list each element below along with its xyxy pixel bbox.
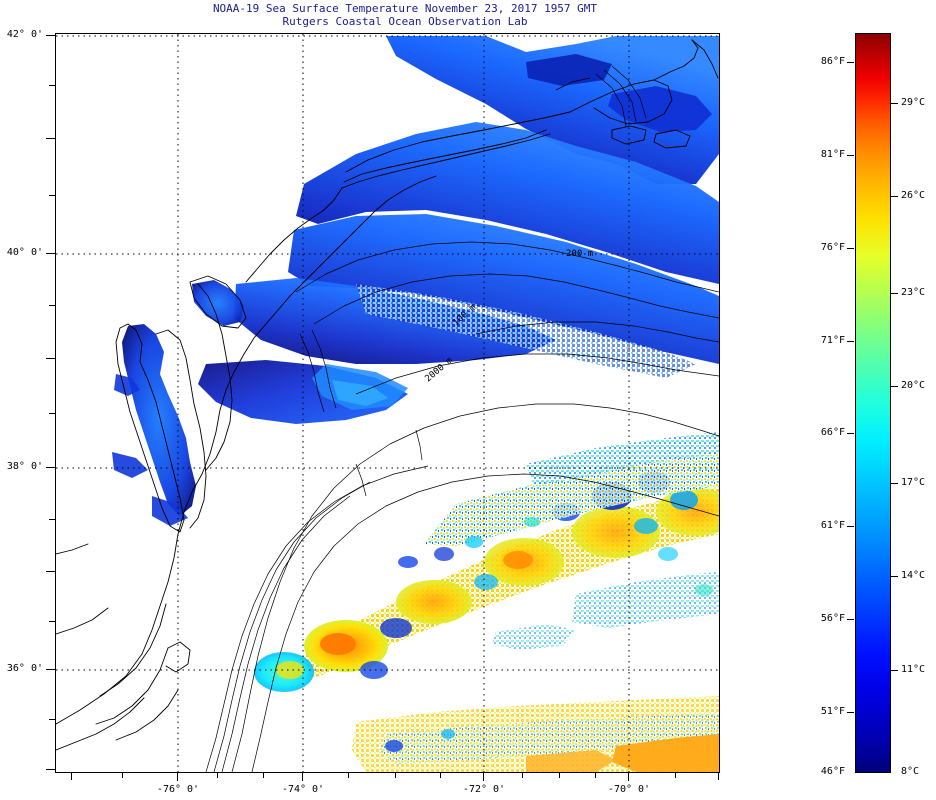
lon-tick-major [628, 773, 629, 781]
bathymetry-contours [205, 65, 719, 772]
cbar-tick-c [891, 483, 898, 484]
lat-tick-major [46, 467, 55, 468]
coastline [56, 39, 719, 751]
lon-label-72: -72° 0' [462, 784, 506, 795]
lon-label-70: -70° 0' [607, 784, 651, 795]
lat-tick [49, 519, 55, 520]
cbar-label-56f: 56°F [820, 613, 845, 624]
cbar-label-29c: 29°C [901, 97, 926, 108]
lon-tick [217, 773, 218, 778]
lat-tick [49, 195, 55, 196]
cbar-label-23c: 23°C [901, 287, 926, 298]
cbar-label-81f: 81°F [820, 149, 845, 160]
cbar-label-66f: 66°F [820, 427, 845, 438]
lat-label-42: 42° 0' [6, 29, 43, 40]
cbar-tick-c [891, 293, 898, 294]
lon-tick [395, 773, 396, 778]
lat-label-36: 36° 0' [6, 663, 43, 674]
lat-tick [49, 85, 55, 86]
cbar-tick-c [891, 670, 898, 671]
lat-tick [46, 358, 55, 359]
title-line-2: Rutgers Coastal Ocean Observation Lab [282, 15, 528, 28]
lon-tick [440, 773, 441, 778]
map-gridlines [56, 34, 719, 772]
cbar-label-26c: 26°C [901, 190, 926, 201]
lon-tick-major [177, 773, 178, 781]
lat-tick-major [46, 35, 55, 36]
lon-tick [595, 773, 596, 778]
lon-tick-major [302, 773, 303, 781]
cbar-label-86f: 86°F [820, 56, 845, 67]
lon-label-74: -74° 0' [281, 784, 325, 795]
chart-title: NOAA-19 Sea Surface Temperature November… [0, 2, 810, 28]
lat-tick [49, 305, 55, 306]
cbar-tick-f [847, 341, 854, 342]
lat-tick [49, 413, 55, 414]
lon-tick [559, 773, 560, 778]
cbar-tick-f [847, 526, 854, 527]
sst-cold-shelf-field [112, 36, 719, 526]
lon-tick-major [483, 773, 484, 781]
cbar-label-8c: 8°C [901, 766, 920, 777]
lon-tick [348, 773, 349, 778]
lon-label-76: -76° 0' [156, 784, 200, 795]
map-container: 200 m 100 m 2000 m [7, 29, 720, 795]
cbar-tick-f [847, 62, 854, 63]
map-frame: 200 m 100 m 2000 m [55, 33, 720, 773]
sst-map-canvas: 200 m 100 m 2000 m [56, 34, 719, 772]
cbar-tick-c [891, 386, 898, 387]
lon-tick [122, 773, 123, 778]
cbar-label-11c: 11°C [901, 664, 926, 675]
cbar-label-61f: 61°F [820, 520, 845, 531]
lon-tick [71, 773, 72, 780]
lat-tick [46, 769, 55, 770]
cbar-label-17c: 17°C [901, 477, 926, 488]
cbar-tick-f [847, 155, 854, 156]
cbar-label-20c: 20°C [901, 380, 926, 391]
cbar-tick-f [847, 248, 854, 249]
lat-tick [46, 571, 55, 572]
lat-label-40: 40° 0' [6, 247, 43, 258]
cbar-label-46f: 46°F [820, 766, 845, 777]
cbar-tick-c [891, 196, 898, 197]
lon-tick [718, 773, 719, 780]
cbar-tick-f [847, 712, 854, 713]
cbar-tick-f [847, 619, 854, 620]
lat-tick-major [46, 669, 55, 670]
lon-tick [263, 773, 264, 778]
cbar-label-76f: 76°F [820, 242, 845, 253]
title-line-1: NOAA-19 Sea Surface Temperature November… [212, 2, 598, 15]
lat-tick [46, 138, 55, 139]
colorbar-gradient [855, 33, 891, 773]
cbar-tick-f [847, 433, 854, 434]
sst-warm-offshore-field [254, 432, 719, 772]
cbar-label-71f: 71°F [820, 335, 845, 346]
cbar-tick-c [891, 103, 898, 104]
lat-tick-major [46, 253, 55, 254]
cbar-tick-c [891, 576, 898, 577]
lat-label-38: 38° 0' [6, 461, 43, 472]
lon-tick [675, 773, 676, 778]
sst-colorbar: 86°F 81°F 76°F 71°F 66°F 61°F 56°F 51°F … [821, 33, 925, 777]
lat-tick [49, 621, 55, 622]
cbar-label-14c: 14°C [901, 570, 926, 581]
lat-tick [49, 719, 55, 720]
cbar-label-51f: 51°F [820, 706, 845, 717]
lon-tick [522, 773, 523, 778]
